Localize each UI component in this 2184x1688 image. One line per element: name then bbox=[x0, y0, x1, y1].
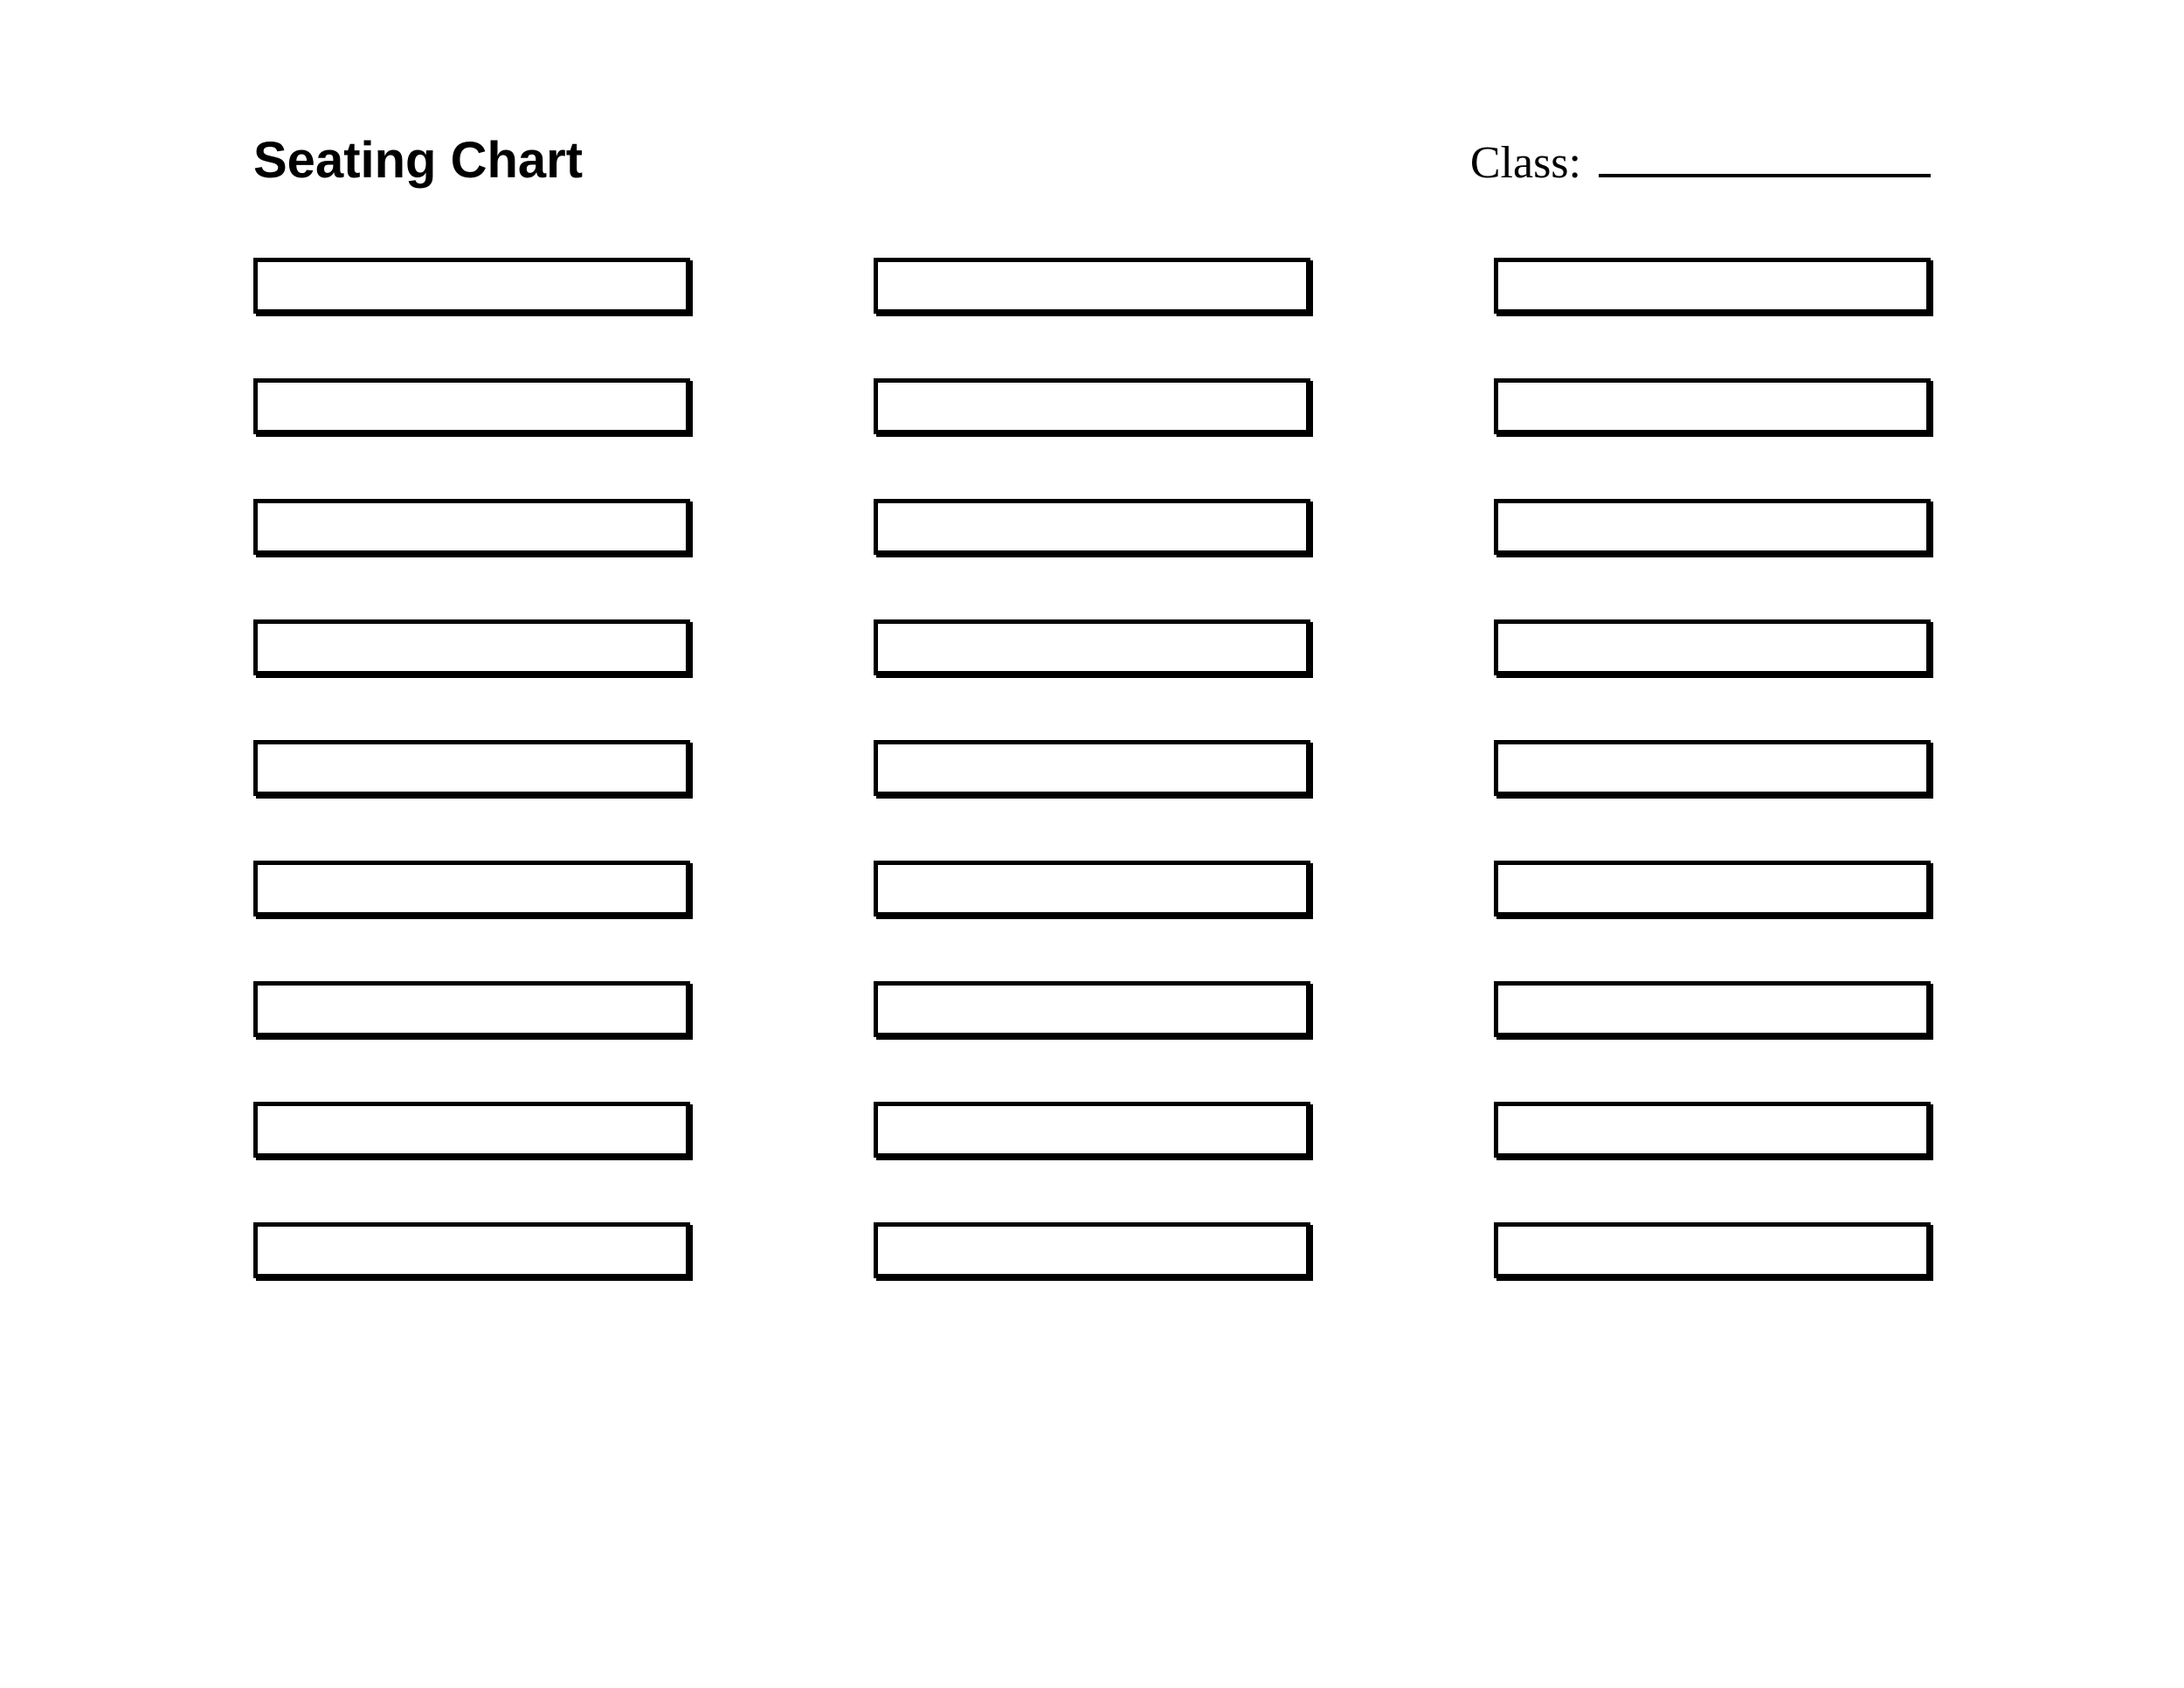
seat-box[interactable] bbox=[1494, 258, 1931, 314]
seat-box[interactable] bbox=[253, 258, 690, 314]
seat-box[interactable] bbox=[1494, 619, 1931, 675]
class-field-group: Class: bbox=[1470, 134, 1931, 189]
seat-box[interactable] bbox=[253, 1102, 690, 1158]
seat-box[interactable] bbox=[874, 258, 1310, 314]
seat-box[interactable] bbox=[1494, 378, 1931, 434]
class-input-line[interactable] bbox=[1599, 134, 1931, 177]
seating-grid bbox=[253, 258, 1931, 1278]
seat-box[interactable] bbox=[253, 740, 690, 796]
seat-column-2 bbox=[874, 258, 1310, 1278]
seat-box[interactable] bbox=[253, 1222, 690, 1278]
seat-box[interactable] bbox=[874, 619, 1310, 675]
page-title: Seating Chart bbox=[253, 131, 583, 190]
seat-box[interactable] bbox=[874, 861, 1310, 917]
seat-box[interactable] bbox=[874, 499, 1310, 555]
seat-box[interactable] bbox=[874, 378, 1310, 434]
seat-box[interactable] bbox=[253, 499, 690, 555]
seat-box[interactable] bbox=[1494, 1102, 1931, 1158]
class-label: Class: bbox=[1470, 137, 1581, 189]
seat-box[interactable] bbox=[874, 981, 1310, 1037]
seat-box[interactable] bbox=[1494, 499, 1931, 555]
seat-box[interactable] bbox=[1494, 1222, 1931, 1278]
seat-box[interactable] bbox=[874, 740, 1310, 796]
seat-box[interactable] bbox=[253, 981, 690, 1037]
seat-box[interactable] bbox=[874, 1222, 1310, 1278]
seat-box[interactable] bbox=[253, 861, 690, 917]
seat-box[interactable] bbox=[1494, 981, 1931, 1037]
seat-column-3 bbox=[1494, 258, 1931, 1278]
header: Seating Chart Class: bbox=[253, 131, 1931, 190]
seat-box[interactable] bbox=[253, 378, 690, 434]
seat-box[interactable] bbox=[1494, 740, 1931, 796]
seat-box[interactable] bbox=[253, 619, 690, 675]
seat-box[interactable] bbox=[1494, 861, 1931, 917]
seat-box[interactable] bbox=[874, 1102, 1310, 1158]
seat-column-1 bbox=[253, 258, 690, 1278]
